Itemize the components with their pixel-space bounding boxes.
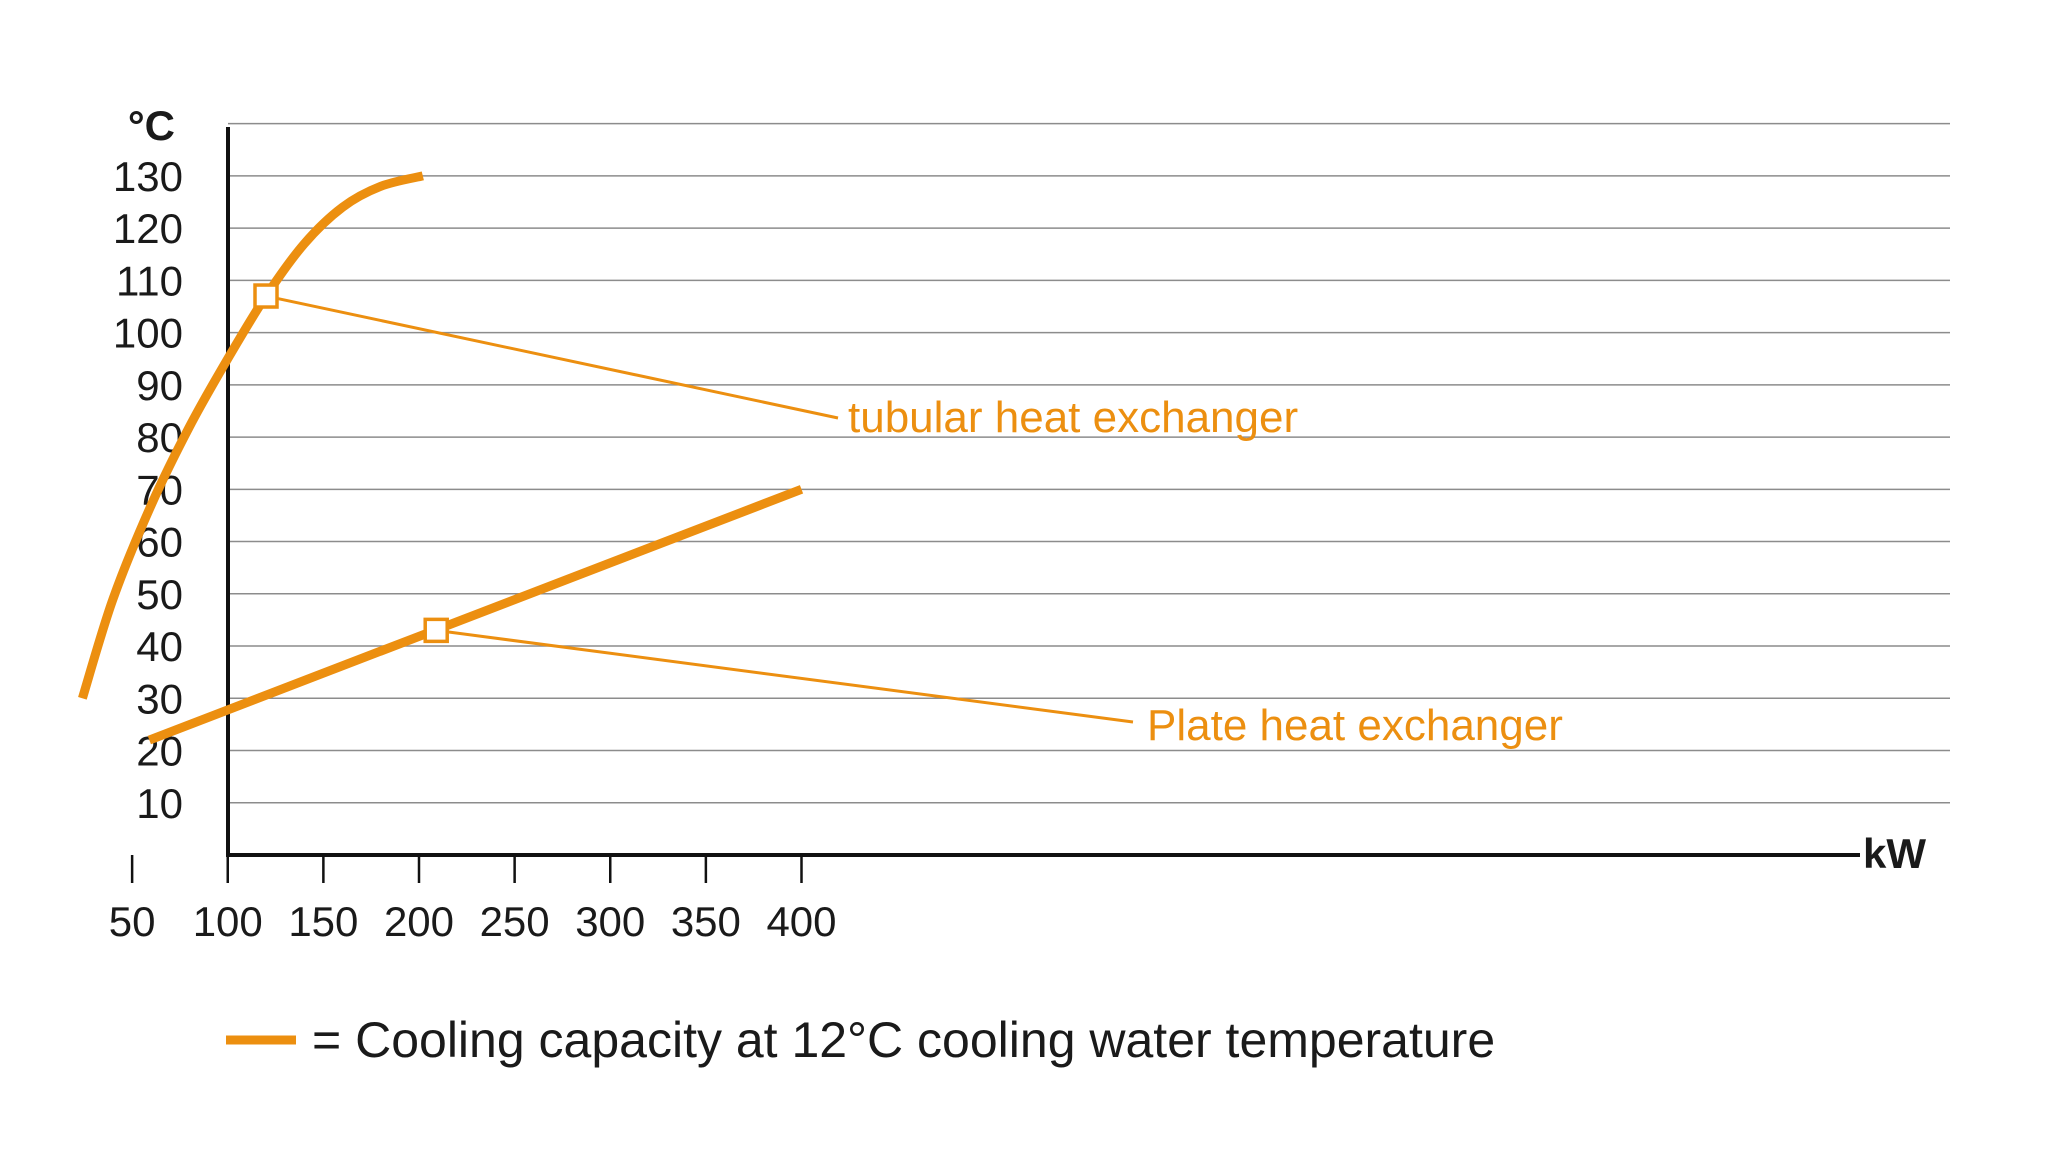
x-tick-label: 100 [193, 898, 263, 945]
x-tick-labels: 50 100 150 200 250 300 350 400 [109, 898, 837, 945]
annotation-leader-line [265, 294, 839, 420]
y-tick-label: 30 [136, 675, 183, 722]
y-tick-label: 10 [136, 780, 183, 827]
x-tick-label: 150 [288, 898, 358, 945]
series-marker [253, 283, 279, 309]
y-axis-unit-label: °C [128, 102, 175, 149]
y-tick-label: 50 [136, 571, 183, 618]
y-tick-label: 110 [116, 257, 183, 304]
annotations: tubular heat exchanger Plate heat exchang… [253, 283, 1563, 750]
tubular-annotation-label: tubular heat exchanger [848, 393, 1298, 442]
x-tick-label: 250 [480, 898, 550, 945]
series-lines [78, 171, 804, 745]
axes [130, 127, 1860, 883]
annotation-leader-line [436, 628, 1134, 724]
series-marker [423, 617, 449, 644]
y-tick-label: 120 [113, 205, 183, 252]
y-tick-label: 100 [113, 310, 183, 357]
plate-annotation-label: Plate heat exchanger [1147, 701, 1563, 750]
legend-text: = Cooling capacity at 12°C cooling water… [312, 1012, 1495, 1068]
x-tick-label: 400 [766, 898, 836, 945]
x-tick-label: 300 [575, 898, 645, 945]
y-tick-label: 90 [136, 362, 183, 409]
plate-series-line [147, 485, 804, 745]
y-tick-label: 40 [136, 623, 183, 670]
legend: = Cooling capacity at 12°C cooling water… [226, 1012, 1495, 1068]
y-tick-label: 130 [113, 153, 183, 200]
grid-lines [228, 122, 1950, 804]
x-tick-label: 50 [109, 898, 156, 945]
tubular-series-line [78, 171, 424, 700]
x-tick-label: 350 [671, 898, 741, 945]
x-tick-label: 200 [384, 898, 454, 945]
x-axis-unit-label: kW [1863, 830, 1926, 877]
